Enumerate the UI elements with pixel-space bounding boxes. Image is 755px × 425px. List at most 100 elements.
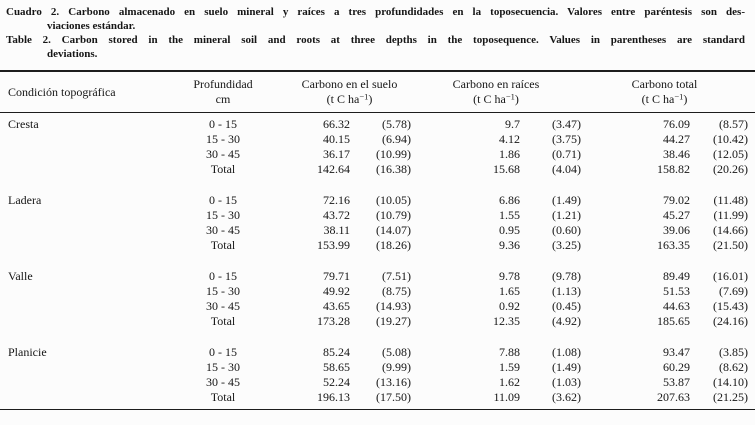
cell-depth: 30 - 45 (206, 299, 240, 313)
cell-root-carbon-value: 12.35 (493, 314, 520, 328)
cell-total-carbon-sd: (10.42) (713, 132, 748, 146)
cell-root-carbon-value: 9.7 (505, 117, 520, 131)
cell-root-carbon-value: 4.12 (499, 132, 520, 146)
unit-prefix: (t C ha (473, 92, 506, 106)
cell-depth: 15 - 30 (206, 284, 240, 298)
unit-suffix: ) (368, 92, 373, 106)
cell-total-carbon-sd: (12.05) (713, 147, 748, 161)
cell-total-carbon-value: 60.29 (663, 360, 690, 374)
cell-topographic-condition (8, 284, 158, 299)
cell-depth: 0 - 15 (209, 269, 237, 283)
table-row: Planicie 0 - 15 85.24 (5.08) 7.88 (1.08)… (0, 345, 755, 360)
cell-total-carbon-value: 89.49 (663, 269, 690, 283)
cell-soil-carbon-sd: (5.78) (382, 117, 411, 131)
cell-soil-carbon-sd: (13.16) (376, 375, 411, 389)
cell-root-carbon-sd: (3.75) (552, 132, 581, 146)
header-root-carbon-unit: (t C ha−1) (411, 92, 581, 107)
cell-root-carbon-sd: (1.49) (552, 193, 581, 207)
cell-total-carbon-sd: (11.48) (713, 193, 748, 207)
cell-topographic-condition (8, 132, 158, 147)
table-header-rule (0, 112, 755, 113)
cell-topographic-condition: Planicie (8, 345, 47, 359)
cell-topographic-condition (8, 299, 158, 314)
cell-soil-carbon-sd: (10.79) (376, 208, 411, 222)
header-root-carbon: Carbono en raíces (t C ha−1) (411, 77, 581, 107)
cell-total-carbon-value: 93.47 (663, 345, 690, 359)
cell-total-carbon-sd: (16.01) (713, 269, 748, 283)
table-section: Ladera 0 - 15 72.16 (10.05) 6.86 (1.49) … (0, 193, 755, 253)
header-root-carbon-label: Carbono en raíces (452, 77, 540, 91)
table-row: 30 - 45 52.24 (13.16) 1.62 (1.03) 53.87 … (0, 375, 755, 390)
table-top-rule (0, 70, 755, 72)
table-section: Valle 0 - 15 79.71 (7.51) 9.78 (9.78) 89… (0, 269, 755, 329)
cell-topographic-condition (8, 162, 158, 177)
cell-soil-carbon-sd: (10.99) (376, 147, 411, 161)
cell-depth: 0 - 15 (209, 345, 237, 359)
cell-total-carbon-value: 51.53 (663, 284, 690, 298)
header-soil-carbon: Carbono en el suelo (t C ha−1) (288, 77, 411, 107)
cell-root-carbon-sd: (3.47) (552, 117, 581, 131)
cell-total-carbon-sd: (21.25) (713, 390, 748, 404)
cell-total-carbon-value: 53.87 (663, 375, 690, 389)
cell-soil-carbon-value: 36.17 (323, 147, 350, 161)
cell-depth: 15 - 30 (206, 360, 240, 374)
cell-soil-carbon-value: 173.28 (317, 314, 350, 328)
cell-total-carbon-sd: (14.66) (713, 223, 748, 237)
table-row: Total 196.13 (17.50) 11.09 (3.62) 207.63… (0, 390, 755, 405)
cell-root-carbon-sd: (1.08) (552, 345, 581, 359)
cell-soil-carbon-value: 58.65 (323, 360, 350, 374)
header-topography: Condición topográfica (8, 84, 116, 99)
cell-soil-carbon-sd: (10.05) (376, 193, 411, 207)
table-row: Total 173.28 (19.27) 12.35 (4.92) 185.65… (0, 314, 755, 329)
caption-en-line2: deviations. (47, 48, 98, 60)
cell-topographic-condition (8, 375, 158, 390)
table-row: 30 - 45 36.17 (10.99) 1.86 (0.71) 38.46 … (0, 147, 755, 162)
cell-root-carbon-value: 11.09 (493, 390, 520, 404)
cell-root-carbon-sd: (4.92) (552, 314, 581, 328)
cell-total-carbon-value: 45.27 (663, 208, 690, 222)
cell-soil-carbon-value: 66.32 (323, 117, 350, 131)
table-row: 15 - 30 40.15 (6.94) 4.12 (3.75) 44.27 (… (0, 132, 755, 147)
cell-total-carbon-sd: (15.43) (713, 299, 748, 313)
cell-soil-carbon-value: 153.99 (317, 238, 350, 252)
cell-soil-carbon-value: 196.13 (317, 390, 350, 404)
unit-suffix: ) (683, 92, 688, 106)
cell-root-carbon-value: 9.36 (499, 238, 520, 252)
unit-suffix: ) (514, 92, 519, 106)
cell-depth: Total (210, 314, 236, 328)
cell-depth: 30 - 45 (206, 147, 240, 161)
cell-root-carbon-value: 9.78 (499, 269, 520, 283)
cell-total-carbon-sd: (7.69) (719, 284, 748, 298)
unit-exponent: −1 (359, 91, 369, 102)
cell-soil-carbon-sd: (17.50) (376, 390, 411, 404)
cell-root-carbon-value: 15.68 (493, 162, 520, 176)
table-row: Total 142.64 (16.38) 15.68 (4.04) 158.82… (0, 162, 755, 177)
unit-prefix: (t C ha (641, 92, 675, 106)
caption-en-line1: Table 2. Carbon stored in the mineral so… (6, 34, 745, 46)
cell-total-carbon-value: 44.63 (663, 299, 690, 313)
cell-topographic-condition (8, 223, 158, 238)
data-table: Condición topográfica Profundidad cm Car… (0, 70, 755, 410)
header-total-carbon-label: Carbono total (631, 77, 698, 91)
cell-topographic-condition (8, 360, 158, 375)
cell-total-carbon-value: 44.27 (663, 132, 690, 146)
cell-soil-carbon-value: 142.64 (317, 162, 350, 176)
header-total-carbon-unit: (t C ha−1) (581, 92, 748, 107)
cell-root-carbon-value: 1.65 (499, 284, 520, 298)
cell-total-carbon-sd: (3.85) (719, 345, 748, 359)
cell-soil-carbon-value: 43.65 (323, 299, 350, 313)
table-row: 30 - 45 38.11 (14.07) 0.95 (0.60) 39.06 … (0, 223, 755, 238)
cell-soil-carbon-sd: (16.38) (376, 162, 411, 176)
cell-root-carbon-sd: (1.49) (552, 360, 581, 374)
cell-depth: 30 - 45 (206, 223, 240, 237)
cell-total-carbon-sd: (20.26) (713, 162, 748, 176)
cell-root-carbon-value: 1.62 (499, 375, 520, 389)
cell-soil-carbon-sd: (14.93) (376, 299, 411, 313)
cell-soil-carbon-sd: (5.08) (382, 345, 411, 359)
cell-root-carbon-sd: (0.60) (552, 223, 581, 237)
table-row: 15 - 30 58.65 (9.99) 1.59 (1.49) 60.29 (… (0, 360, 755, 375)
cell-soil-carbon-sd: (6.94) (382, 132, 411, 146)
cell-topographic-condition: Valle (8, 269, 33, 283)
table-body: Cresta 0 - 15 66.32 (5.78) 9.7 (3.47) 76… (0, 113, 755, 409)
